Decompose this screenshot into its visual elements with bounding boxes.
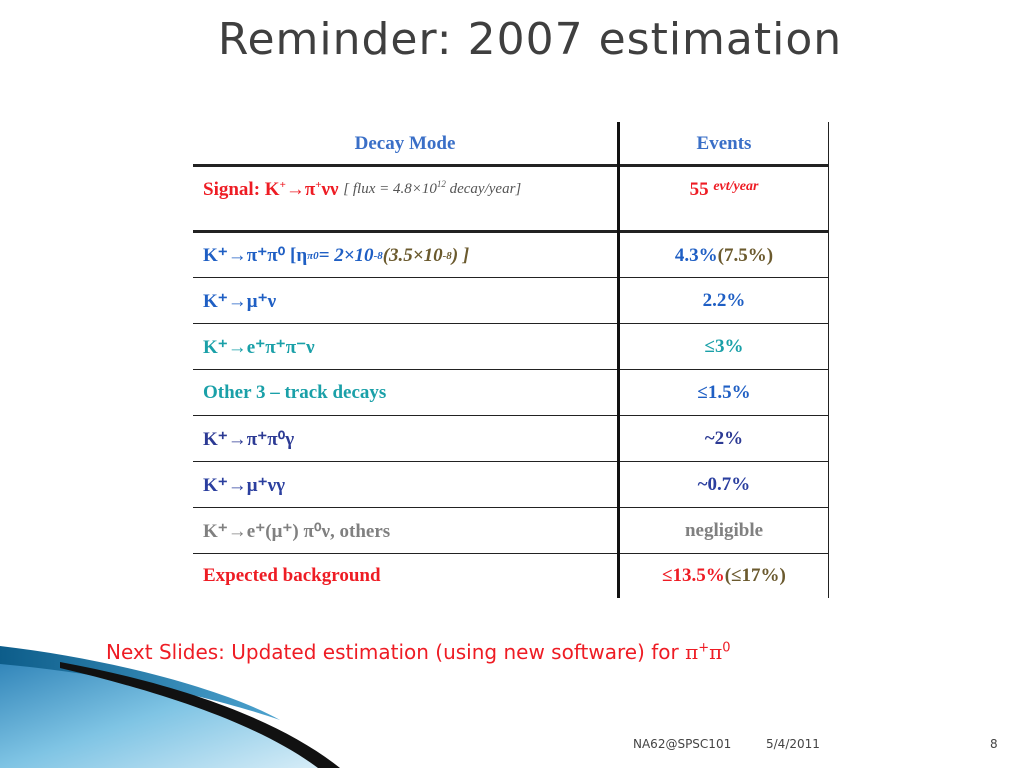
- row-events: 4.3% (7.5%): [674, 244, 774, 266]
- row-mode: Other 3 – track decays: [203, 382, 387, 403]
- table-row-signal: Signal: K + →π + νν [ flux = 4.8×1012 decay/…: [193, 167, 829, 232]
- row-mode: K⁺→e⁺(μ⁺) π⁰ν, others: [203, 520, 391, 542]
- table-row: K⁺→π⁺π⁰γ ~2%: [193, 416, 829, 462]
- row-events: negligible: [684, 520, 764, 541]
- table-divider: [193, 277, 829, 278]
- table-divider: [193, 461, 829, 462]
- table-row: Other 3 – track decays ≤1.5%: [193, 370, 829, 416]
- swoosh-black: [60, 662, 340, 768]
- table-divider: [193, 415, 829, 416]
- row-events: ≤3%: [704, 336, 744, 357]
- row-events: 2.2%: [702, 290, 746, 311]
- signal-mode: Signal: K + →π + νν [ flux = 4.8×1012 decay/…: [203, 179, 522, 200]
- table-row: K⁺→π⁺π⁰ [η π0 = 2×10 -8 (3.5×10 -8) ] 4.3% …: [193, 233, 829, 278]
- row-mode: K⁺→π⁺π⁰γ: [203, 428, 295, 450]
- row-events: ≤1.5%: [697, 382, 751, 403]
- row-mode: K⁺→e⁺π⁺π⁻ν: [203, 336, 315, 358]
- row-events: ~0.7%: [697, 474, 751, 495]
- signal-events: 55 evt/year: [689, 179, 759, 200]
- table-row: K⁺→μ⁺ν 2.2%: [193, 278, 829, 324]
- row-events: ≤13.5% (≤17%): [662, 565, 786, 586]
- table-row: K⁺→e⁺π⁺π⁻ν ≤3%: [193, 324, 829, 370]
- swoosh-light: [0, 652, 330, 768]
- table-divider: [193, 164, 829, 167]
- header-events: Events: [696, 133, 752, 154]
- footer-event: NA62@SPSC101: [633, 737, 732, 751]
- table-divider: [193, 323, 829, 324]
- footer-date: 5/4/2011: [766, 737, 820, 751]
- table-header-row: Decay Mode Events: [193, 122, 829, 166]
- table-row-expected-background: Expected background ≤13.5% (≤17%): [193, 554, 829, 598]
- slide-title: Reminder: 2007 estimation: [217, 14, 843, 65]
- table-row: K⁺→μ⁺νγ ~0.7%: [193, 462, 829, 508]
- row-mode: Expected background: [203, 565, 381, 586]
- row-mode: K⁺→μ⁺νγ: [203, 474, 285, 496]
- table-divider: [193, 369, 829, 370]
- decorative-swoosh: [0, 646, 340, 768]
- table-right-border: [828, 122, 829, 598]
- next-slides-note: Next Slides: Updated estimation (using n…: [106, 640, 731, 664]
- table-column-divider: [617, 122, 620, 598]
- header-decay-mode: Decay Mode: [354, 133, 456, 154]
- row-mode: K⁺→π⁺π⁰ [η π0 = 2×10 -8 (3.5×10 -8) ]: [203, 244, 470, 267]
- row-mode: K⁺→μ⁺ν: [203, 290, 277, 312]
- row-events: ~2%: [704, 428, 744, 449]
- table-divider: [193, 553, 829, 554]
- table-row: K⁺→e⁺(μ⁺) π⁰ν, others negligible: [193, 508, 829, 554]
- decay-table: Decay Mode Events Signal: K + →π + νν [ flux…: [193, 122, 829, 598]
- footer-page-number: 8: [990, 737, 998, 751]
- table-divider: [193, 507, 829, 508]
- table-divider: [193, 230, 829, 233]
